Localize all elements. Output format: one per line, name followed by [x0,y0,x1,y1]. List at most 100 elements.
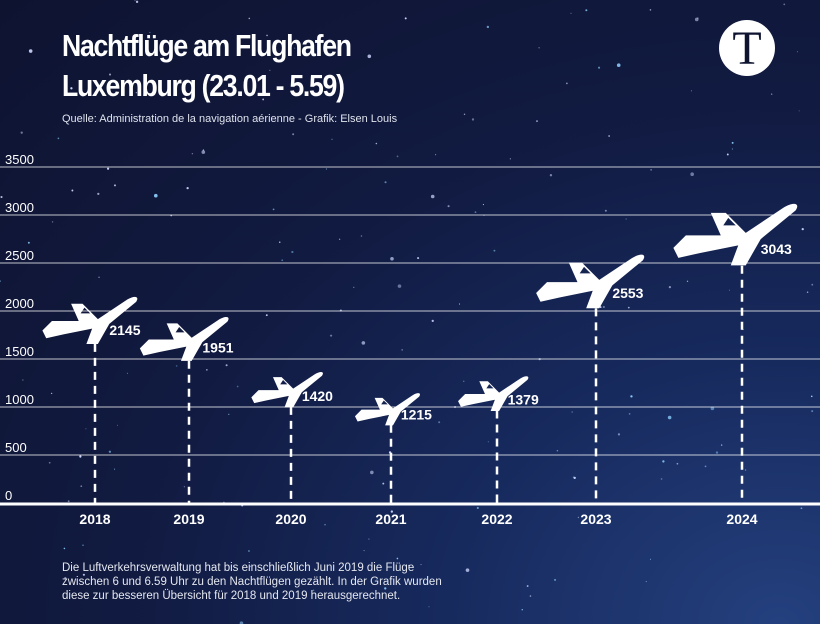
star [570,12,572,14]
star [338,238,341,240]
star [650,169,652,171]
star [526,585,529,587]
star [463,113,466,116]
y-tick-label: 2500 [5,248,34,263]
star [521,609,523,611]
star [463,380,465,382]
star [800,507,803,510]
star [726,153,729,156]
airplane-shape [251,371,323,408]
x-tick-label-2022: 2022 [481,511,512,527]
star [731,141,734,144]
airplane-shape [354,393,420,426]
star [420,564,422,566]
star [397,284,402,288]
star [602,305,605,309]
star [228,413,230,415]
star [186,186,189,190]
star [660,478,663,480]
data-label-2018: 2145 [109,322,140,338]
star [22,379,24,381]
star [48,461,51,464]
star [447,205,450,208]
star [67,500,70,503]
star [404,17,407,20]
star [487,441,489,443]
airplane-shape [536,254,645,309]
star [113,184,116,187]
star [353,286,355,288]
star [471,118,475,121]
star [126,372,128,374]
star [203,91,206,94]
star [249,565,252,568]
star [294,47,296,49]
x-tick-label-2018: 2018 [79,511,110,527]
star [486,25,490,29]
star [291,250,294,254]
star [361,341,366,345]
star [465,568,470,572]
star [191,153,194,155]
star [363,550,365,552]
star [649,9,652,11]
data-label-2020: 1420 [302,388,333,404]
star [108,450,112,453]
star [175,365,178,367]
star [281,259,284,262]
airplane-icon-2018 [42,296,138,344]
star [382,482,385,485]
star [431,319,434,323]
star [474,211,477,214]
star [51,221,54,223]
star [667,415,672,420]
star [390,256,394,261]
star [694,17,699,22]
star [668,285,672,289]
star [608,135,611,137]
star [690,90,692,92]
star [375,142,378,145]
star [408,564,410,567]
star [183,486,186,488]
star [108,73,112,76]
star [493,249,496,252]
star [801,228,804,231]
star [604,209,607,212]
star [236,385,239,388]
star [71,189,74,192]
star [376,578,378,580]
star [720,444,723,446]
star [85,428,87,430]
star [728,289,731,291]
star [566,82,568,85]
x-tick-label-2024: 2024 [726,511,757,527]
y-tick-label: 2000 [5,296,34,311]
data-label-2022: 1379 [508,392,539,408]
star [430,194,435,199]
star [27,241,30,244]
star [810,395,813,398]
airplane-shape [139,316,229,361]
star [239,621,244,624]
star [57,137,60,140]
star [781,250,784,253]
airplane-shape [42,296,138,344]
star [438,421,441,424]
star [201,150,206,154]
star [82,544,84,546]
star [106,167,110,170]
star [79,455,82,458]
airplane-shape [458,376,529,412]
title-line-1: Nachtflüge am Flughafen [62,28,352,63]
data-label-2021: 1215 [401,406,432,422]
star [731,148,733,150]
star [571,411,573,413]
star [70,87,73,90]
star [117,424,119,426]
airplane-shape [673,203,798,266]
star [535,120,538,123]
